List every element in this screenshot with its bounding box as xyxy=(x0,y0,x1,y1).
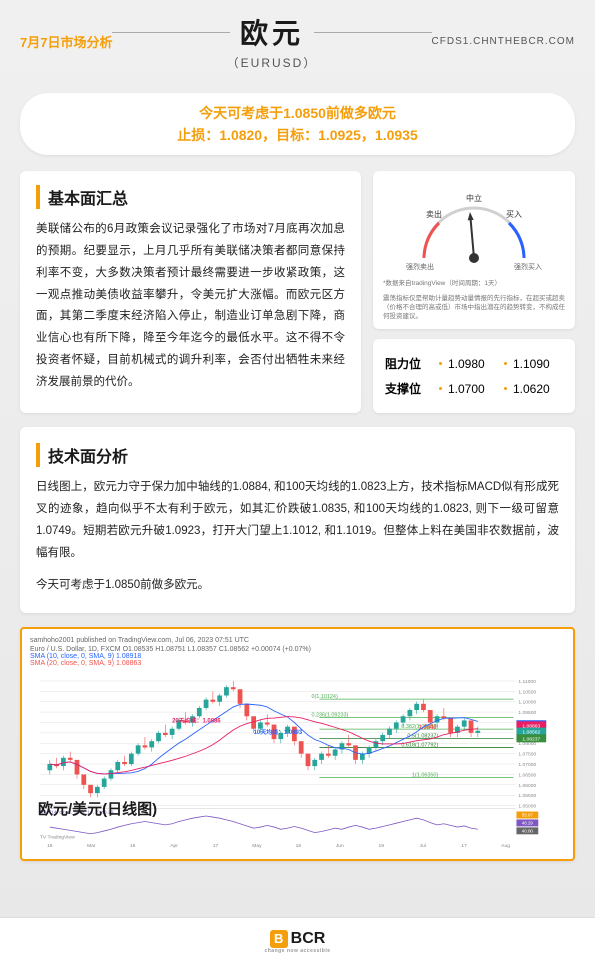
brand-icon: B xyxy=(270,930,288,948)
svg-text:16: 16 xyxy=(130,843,136,849)
footer: BBCR change now accessible xyxy=(0,917,595,966)
technical-p2: 今天可考虑于1.0850前做多欧元。 xyxy=(36,575,559,597)
gauge-card: 中立 卖出 买入 强烈卖出 强烈买入 *数据来自tradingView（时间周期… xyxy=(373,171,575,329)
dot-icon xyxy=(439,387,442,390)
svg-text:买入: 买入 xyxy=(506,210,522,219)
highlight-line2: 止损：1.0820，目标：1.0925，1.0935 xyxy=(40,125,555,145)
fundamental-title: 基本面汇总 xyxy=(36,185,345,209)
svg-text:16: 16 xyxy=(47,843,53,849)
svg-text:17: 17 xyxy=(461,843,467,849)
svg-text:1(1.06350): 1(1.06350) xyxy=(412,772,438,778)
svg-text:Apr: Apr xyxy=(170,843,178,849)
svg-text:0.618(1.07792): 0.618(1.07792) xyxy=(401,742,438,748)
svg-text:16: 16 xyxy=(296,843,302,849)
svg-text:20天均线：1.0886: 20天均线：1.0886 xyxy=(172,716,221,724)
candlestick-chart: 1.110001.105001.100001.095001.090001.085… xyxy=(30,671,565,851)
chart-meta: Euro / U.S. Dollar, 1D, FXCM O1.08535 H1… xyxy=(30,646,565,653)
header: 7月7日市场分析 欧元 （EURUSD） CFDS1.CHNTHEBCR.COM xyxy=(0,0,595,75)
svg-text:Mar: Mar xyxy=(87,843,96,849)
title-block: 欧元 （EURUSD） xyxy=(112,12,431,71)
svg-text:强烈卖出: 强烈卖出 xyxy=(406,262,434,271)
levels-card: 阻力位 1.0980 1.1090 支撑位 1.0700 1.0620 xyxy=(373,339,575,413)
technical-p1: 日线图上，欧元力守于保力加中轴线的1.0884, 和100天均线的1.0823上… xyxy=(36,477,559,564)
svg-text:May: May xyxy=(252,843,262,849)
chart-card: samhoho2001 published on TradingView.com… xyxy=(20,627,575,861)
support-row: 支撑位 1.0700 1.0620 xyxy=(385,376,563,401)
fundamental-body: 美联储公布的6月政策会议记录强化了市场对7月底再次加息的预期。纪要显示，上月几乎… xyxy=(36,219,345,394)
svg-text:Aug: Aug xyxy=(501,843,510,849)
chart-sma20: SMA (20, close, 0, SMA, 9) 1.08863 xyxy=(30,660,565,667)
dot-icon xyxy=(504,362,507,365)
svg-text:Jun: Jun xyxy=(336,843,344,849)
highlight-box: 今天可考虑于1.0850前做多欧元 止损：1.0820，目标：1.0925，1.… xyxy=(20,93,575,155)
svg-text:0(1.10124): 0(1.10124) xyxy=(311,694,337,700)
svg-text:19: 19 xyxy=(379,843,385,849)
svg-text:1.09500: 1.09500 xyxy=(518,710,536,716)
gauge-svg: 中立 卖出 买入 强烈卖出 强烈买入 xyxy=(404,183,544,273)
sub-title: （EURUSD） xyxy=(112,54,431,71)
source-url: CFDS1.CHNTHEBCR.COM xyxy=(432,36,575,47)
gauge-note1: *数据来自tradingView（时间周期：1天） xyxy=(383,279,565,288)
svg-text:1.07000: 1.07000 xyxy=(518,762,536,768)
svg-text:1.05500: 1.05500 xyxy=(518,793,536,799)
date-label: 7月7日市场分析 xyxy=(20,32,112,51)
svg-text:强烈买入: 强烈买入 xyxy=(514,262,542,271)
svg-text:1.11000: 1.11000 xyxy=(518,679,536,685)
svg-text:17: 17 xyxy=(213,843,219,849)
resistance-row: 阻力位 1.0980 1.1090 xyxy=(385,351,563,376)
svg-text:1.05000: 1.05000 xyxy=(518,803,536,809)
svg-text:1.07500: 1.07500 xyxy=(518,751,536,757)
brand-text: BCR xyxy=(291,930,326,947)
svg-text:卖出: 卖出 xyxy=(426,209,442,219)
svg-text:中立: 中立 xyxy=(466,193,482,203)
technical-card: 技术面分析 日线图上，欧元力守于保力加中轴线的1.0884, 和100天均线的1… xyxy=(20,427,575,612)
dot-icon xyxy=(504,387,507,390)
svg-text:1.10500: 1.10500 xyxy=(518,689,536,695)
svg-text:0.236(1.09233): 0.236(1.09233) xyxy=(311,712,348,718)
chart-area: 1.110001.105001.100001.095001.090001.085… xyxy=(30,671,565,851)
gauge-note2: 震荡指标仅是帮助计量趋势动量情报的先行指标，在超买或超卖（价格不合理的高或低）市… xyxy=(383,294,565,321)
highlight-line1: 今天可考虑于1.0850前做多欧元 xyxy=(40,103,555,123)
svg-text:55.67: 55.67 xyxy=(522,812,534,817)
chart-source: samhoho2001 published on TradingView.com… xyxy=(30,637,565,644)
resistance-label: 阻力位 xyxy=(385,355,433,372)
dot-icon xyxy=(439,362,442,365)
support-label: 支撑位 xyxy=(385,380,433,397)
svg-text:48.29: 48.29 xyxy=(522,820,534,825)
svg-text:1.06500: 1.06500 xyxy=(518,772,536,778)
chart-title-cn: 欧元/美元(日线图) xyxy=(38,798,157,819)
svg-text:1.06000: 1.06000 xyxy=(518,782,536,788)
chart-sma10: SMA (10, close, 0, SMA, 9) 1.08918 xyxy=(30,653,565,660)
svg-text:1.08237: 1.08237 xyxy=(522,736,540,742)
svg-text:TV TradingView: TV TradingView xyxy=(40,834,75,840)
svg-text:40.00: 40.00 xyxy=(522,828,534,833)
fundamental-card: 基本面汇总 美联储公布的6月政策会议记录强化了市场对7月底再次加息的预期。纪要显… xyxy=(20,171,361,413)
main-title: 欧元 xyxy=(240,12,304,52)
svg-text:1.10000: 1.10000 xyxy=(518,699,536,705)
svg-text:Jul: Jul xyxy=(420,843,426,849)
svg-text:10天均线：1.0893: 10天均线：1.0893 xyxy=(254,727,303,735)
footer-sub: change now accessible xyxy=(0,948,595,954)
technical-title: 技术面分析 xyxy=(36,443,559,467)
